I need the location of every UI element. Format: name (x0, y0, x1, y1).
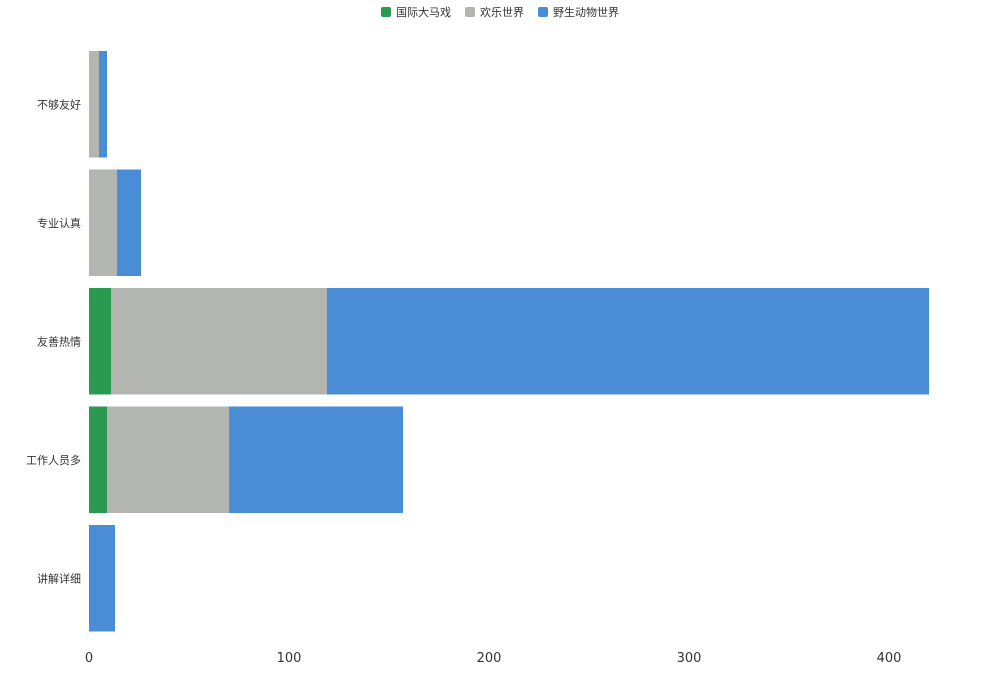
bar-segment[interactable] (89, 51, 99, 158)
category-label: 讲解详细 (37, 571, 81, 585)
legend-swatch (381, 7, 391, 17)
bar-segment[interactable] (107, 406, 229, 514)
category-label: 工作人员多 (26, 453, 81, 467)
legend-item-0[interactable]: 国际大马戏 (381, 4, 451, 20)
x-tick-label: 200 (477, 651, 502, 666)
x-tick-label: 100 (277, 651, 302, 666)
legend-item-2[interactable]: 野生动物世界 (538, 4, 619, 20)
category-label: 专业认真 (37, 216, 81, 230)
category-label: 友善热情 (37, 334, 81, 348)
legend-item-1[interactable]: 欢乐世界 (465, 4, 524, 20)
bar-segment[interactable] (111, 288, 327, 395)
legend-swatch (465, 7, 475, 17)
legend-swatch (538, 7, 548, 17)
x-tick-label: 0 (85, 651, 93, 666)
bar-segment[interactable] (99, 51, 107, 158)
category-label: 不够友好 (37, 97, 81, 111)
bar-segment[interactable] (89, 406, 107, 514)
bar-segment[interactable] (89, 288, 111, 395)
bar-segment[interactable] (229, 406, 403, 514)
bars-layer (89, 51, 929, 632)
bar-segment[interactable] (327, 288, 929, 395)
x-tick-label: 300 (677, 651, 702, 666)
legend-label: 国际大马戏 (396, 6, 451, 19)
chart-legend: 国际大马戏 欢乐世界 野生动物世界 (0, 4, 1000, 20)
bar-segment[interactable] (89, 525, 115, 632)
legend-label: 野生动物世界 (553, 6, 619, 19)
bar-segment[interactable] (117, 169, 141, 277)
bar-segment[interactable] (89, 169, 117, 277)
x-tick-label: 400 (877, 651, 902, 666)
x-axis-ticks: 0 100 200 300 400 (85, 651, 902, 666)
legend-label: 欢乐世界 (480, 6, 524, 19)
